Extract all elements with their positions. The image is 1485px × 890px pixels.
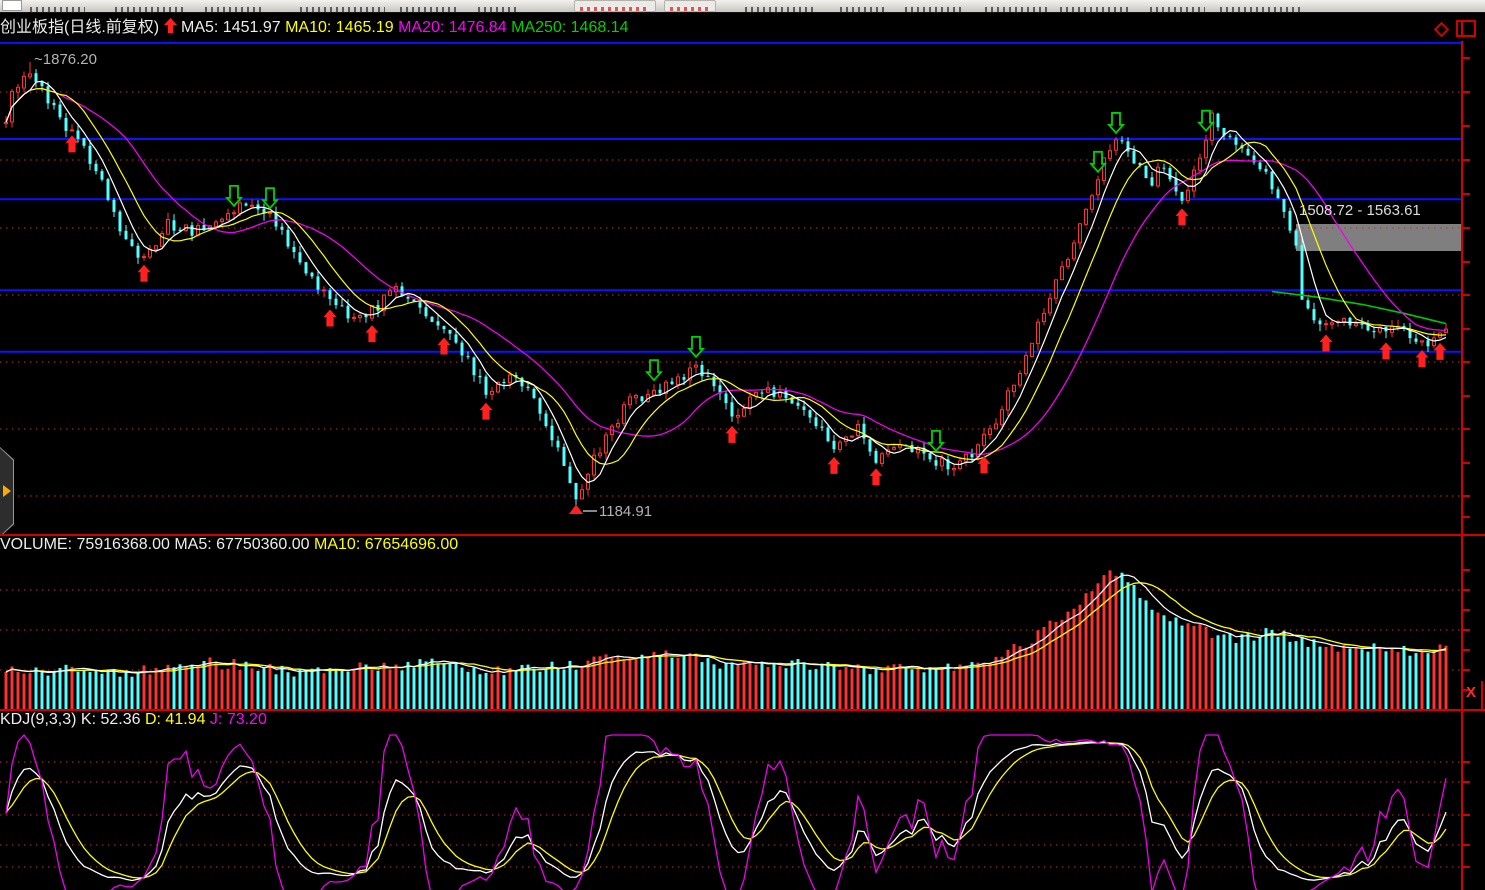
panel-collapse-handle[interactable] (0, 447, 14, 536)
toolbar-clipped-text (1220, 7, 1300, 12)
indicator-close-button[interactable]: X (1466, 684, 1477, 701)
kdj-pane: KDJ(9,3,3) K: 52.36 D: 41.94 J: 73.20 (0, 711, 1485, 890)
toolbar-clipped-text (1150, 7, 1205, 12)
kdj-k-label: K: 52.36 (80, 711, 141, 728)
toolbar-clipped-text (115, 7, 185, 12)
volume-ma5-label: MA5: 67750360.00 (174, 536, 310, 553)
pane-divider-volume-kdj (0, 709, 1485, 711)
volume-ma10-label: MA10: 67654696.00 (314, 536, 459, 553)
toolbar-red-button-1[interactable] (574, 0, 656, 12)
toolbar-clipped-text (30, 7, 85, 12)
toolbar-clipped-text (478, 7, 520, 12)
volume-header: VOLUME: 75916368.00 MA5: 67750360.00 MA1… (0, 536, 1485, 554)
expand-right-arrow-icon (3, 485, 11, 497)
top-toolbar-clipped (0, 0, 1485, 13)
main-chart-canvas[interactable] (0, 13, 1485, 536)
ma5-value-label: MA5: 1451.97 (181, 19, 281, 36)
kdj-d-label: D: 41.94 (144, 711, 206, 728)
main-chart-header: 创业板指(日线.前复权) MA5: 1451.97 MA10: 1465.19 … (0, 13, 1485, 37)
toolbar-clipped-text (400, 7, 460, 12)
kdj-header: KDJ(9,3,3) K: 52.36 D: 41.94 J: 73.20 (0, 711, 1485, 729)
toolbar-clipped-text (905, 7, 963, 12)
ma20-value-label: MA20: 1476.84 (398, 19, 507, 36)
price-up-arrow-icon (163, 18, 177, 38)
kdj-canvas[interactable] (0, 711, 1485, 890)
toolbar-clipped-text (985, 7, 1047, 12)
toolbar-clipped-text (205, 7, 265, 12)
toolbar-page-icon[interactable] (2, 0, 22, 11)
low-price-label: 1184.91 (599, 503, 653, 520)
toolbar-clipped-text (745, 7, 815, 12)
toolbar-red-button-2[interactable] (664, 0, 716, 12)
ma10-value-label: MA10: 1465.19 (285, 19, 394, 36)
pane-divider-main-volume (0, 534, 1485, 536)
kdj-j-label: J: 73.20 (209, 711, 267, 728)
gap-range-label: 1508.72 - 1563.61 (1299, 202, 1421, 219)
high-price-label: ~1876.20 (34, 51, 97, 68)
main-chart-pane: 创业板指(日线.前复权) MA5: 1451.97 MA10: 1465.19 … (0, 13, 1485, 536)
indicator-close-divider (1481, 681, 1483, 711)
volume-pane: VOLUME: 75916368.00 MA5: 67750360.00 MA1… (0, 536, 1485, 711)
toolbar-clipped-text (300, 7, 385, 12)
toolbar-clipped-text (1060, 7, 1132, 12)
volume-canvas[interactable] (0, 536, 1485, 711)
chart-title: 创业板指(日线.前复权) (0, 19, 160, 36)
volume-value-label: VOLUME: 75916368.00 (0, 536, 170, 553)
split-window-icon[interactable] (1456, 20, 1476, 37)
kdj-name-label: KDJ(9,3,3) (0, 711, 77, 728)
toolbar-clipped-text (840, 7, 888, 12)
ma250-value-label: MA250: 1468.14 (511, 19, 629, 36)
